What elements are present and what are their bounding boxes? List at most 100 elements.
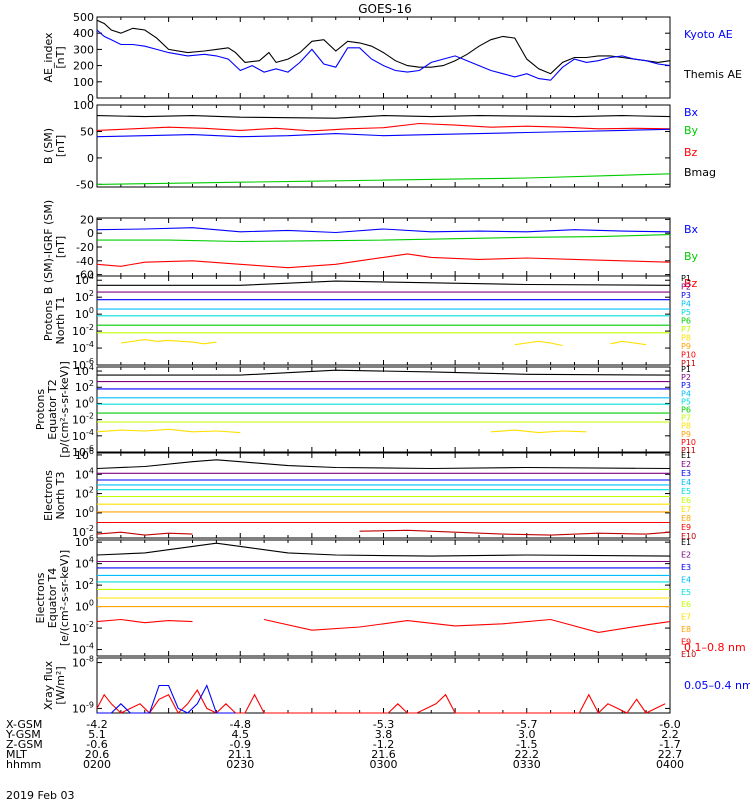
- x-row-value: 2.2: [661, 728, 679, 741]
- series-line-by: [97, 234, 671, 243]
- legend-entry: P8: [681, 334, 691, 343]
- y-tick-label: 104: [75, 466, 94, 481]
- y-axis-label: Equator T2: [46, 379, 59, 439]
- y-tick-label: 102: [75, 379, 94, 394]
- y-axis-label: North T1: [54, 297, 67, 345]
- y-axis-label: Xray flux: [42, 660, 55, 710]
- series-line-bx: [96, 128, 671, 138]
- x-row-value: 0300: [370, 758, 398, 771]
- x-row-value: 3.0: [518, 728, 536, 741]
- x-row-value: 21.6: [371, 748, 396, 761]
- legend-entry: P3: [681, 381, 691, 390]
- legend-entry: E6: [681, 600, 691, 609]
- series-line-e10b: [359, 529, 671, 536]
- legend-entry: P8: [681, 422, 691, 431]
- y-tick-label: 0: [87, 152, 94, 165]
- x-row-value: -0.9: [230, 738, 251, 751]
- panel-1: 0 100 200 300 400 500 AE_index [nT] Kyoto AE Them…: [42, 11, 742, 105]
- y-tick-label: 104: [75, 556, 94, 571]
- legend-entry: P7: [681, 414, 691, 423]
- series-line-e9b: [263, 618, 671, 633]
- x-row-value: -0.6: [86, 738, 107, 751]
- y-tick-label: 10-2: [72, 620, 94, 635]
- series-line-e1: [96, 542, 671, 557]
- y-axis-label: Protons: [42, 300, 55, 341]
- x-row-name: X-GSM: [6, 718, 42, 731]
- y-tick-label: 200: [73, 60, 94, 73]
- legend-entry: P7: [681, 325, 691, 334]
- x-row-value: 21.1: [228, 748, 253, 761]
- y-tick-label: 104: [75, 363, 94, 378]
- x-row-value: -6.0: [659, 718, 680, 731]
- y-tick-label: 10-4: [72, 340, 94, 355]
- series-line-bz: [96, 253, 671, 269]
- x-row-name: MLT: [6, 748, 27, 761]
- y-tick-label: 10-9: [72, 700, 94, 715]
- y-tick-label: 10-4: [72, 428, 94, 443]
- series-line-by: [96, 173, 671, 185]
- x-row-value: 20.6: [85, 748, 110, 761]
- legend-entry: P11: [681, 359, 696, 368]
- y-tick-label: 100: [75, 395, 94, 410]
- series-line-p8b: [490, 429, 587, 434]
- legend-entry: P5: [681, 308, 691, 317]
- y-tick-label: 102: [75, 486, 94, 501]
- x-axis-labels: X-GSM -4.2 -4.8 -5.3 -5.7 -6.0 Y-GSM 5.1 4.5 3.8 3…: [5, 718, 684, 771]
- legend-entry: E8: [681, 625, 691, 634]
- series-line-p8c: [610, 340, 647, 346]
- series-line-bx: [96, 227, 671, 234]
- legend-entry: Bz: [684, 146, 698, 159]
- y-axis-label: [e/(cm²-s-sr-keV)]: [58, 550, 71, 646]
- legend-entry: Bz: [684, 277, 698, 290]
- legend-entry: E5: [681, 588, 691, 597]
- x-row-value: 22.2: [515, 748, 540, 761]
- y-axis-label: Protons: [34, 389, 47, 430]
- y-tick-label: -60: [76, 269, 94, 282]
- x-row-name: Y-GSM: [5, 728, 41, 741]
- y-tick-label: 50: [80, 125, 94, 138]
- x-row-value: 4.5: [232, 728, 250, 741]
- legend-entry: E4: [681, 575, 691, 584]
- legend-entry: P11: [681, 446, 696, 455]
- legend-entry: Themis AE: [683, 68, 742, 81]
- legend-entry: Kyoto AE: [684, 28, 733, 41]
- legend-entry: E10: [681, 650, 696, 659]
- legend-entry: P10: [681, 438, 696, 447]
- legend-entry: By: [684, 124, 699, 137]
- legend-entry: E7: [681, 613, 691, 622]
- legend-entry: E9: [681, 523, 691, 532]
- x-row-value: -1.7: [659, 738, 680, 751]
- y-tick-label: 104: [75, 272, 94, 287]
- y-axis-label: [W/m²]: [54, 666, 67, 704]
- series-line-p8: [120, 339, 217, 345]
- series-line-p8: [96, 428, 241, 434]
- legend-entry: P3: [681, 291, 691, 300]
- legend-entry: E6: [681, 496, 691, 505]
- y-axis-label: B (SM): [42, 128, 55, 164]
- legend-entry: P1: [681, 365, 691, 374]
- y-axis-label: [p/(cm²-s-sr-keV)]: [58, 361, 71, 458]
- y-tick-label: 100: [75, 306, 94, 321]
- legend-entry: E1: [681, 451, 691, 460]
- x-row-value: -1.5: [516, 738, 537, 751]
- y-tick-label: 106: [75, 447, 94, 462]
- y-tick-label: -50: [76, 178, 94, 191]
- legend-entry: P5: [681, 397, 691, 406]
- series-line-0-05-0-4-nm: [97, 684, 236, 714]
- x-row-value: 22.7: [658, 748, 683, 761]
- y-tick-label: 0: [87, 92, 94, 105]
- y-axis-label: Electrons: [34, 572, 47, 623]
- y-tick-label: 100: [73, 76, 94, 89]
- x-row-value: 3.8: [375, 728, 393, 741]
- legend-entry: P9: [681, 342, 691, 351]
- series-line-p8b: [514, 340, 563, 347]
- x-row-value: 0200: [83, 758, 111, 771]
- y-tick-label: 20: [80, 213, 94, 226]
- series-line-kyoto-ae: [96, 29, 671, 81]
- y-tick-label: 300: [73, 43, 94, 56]
- x-row-value: -5.7: [516, 718, 537, 731]
- panel-8: 10-8 10-9 Xray flux [W/m²] 0.1–0.8 nm 0.05–0.…: [42, 641, 750, 715]
